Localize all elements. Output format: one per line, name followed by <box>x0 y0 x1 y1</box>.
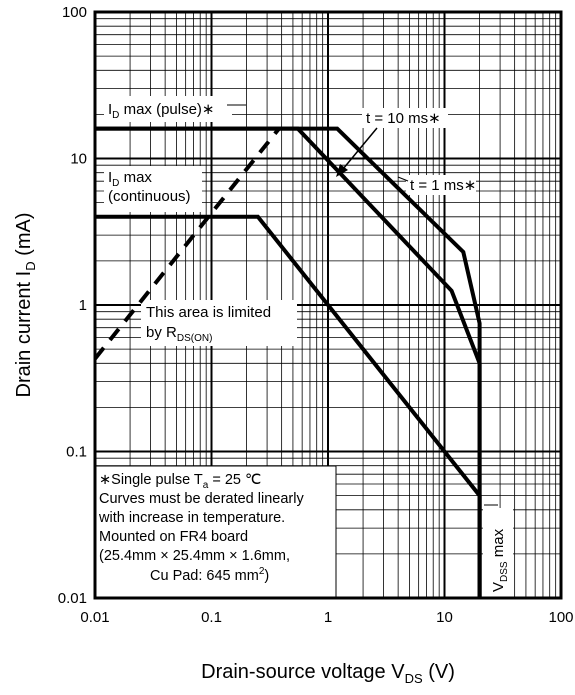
series-group <box>93 126 482 598</box>
label-bg-continuous <box>104 166 202 212</box>
x-tick-label: 1 <box>324 609 332 626</box>
y-tick-label: 0.01 <box>58 590 87 607</box>
plot-frame <box>93 10 563 600</box>
rds-label-line2: by RDS(ON) <box>146 324 212 344</box>
note-line5: (25.4mm × 25.4mm × 1.6mm, <box>99 548 290 564</box>
note-line3: with increase in temperature. <box>98 510 285 526</box>
t10-label: t = 10 ms∗ <box>366 110 441 127</box>
series-r-ds-on-limit <box>93 127 281 360</box>
t10-arrow-head <box>336 164 348 177</box>
tick-labels: 0.01 0.1 1 10 100 0.01 0.1 1 10 100 <box>58 4 574 626</box>
continuous-label-line2: (continuous) <box>108 188 191 205</box>
t1-label: t = 1 ms∗ <box>410 177 476 194</box>
note-line2: Curves must be derated linearly <box>99 491 304 507</box>
x-tick-label: 10 <box>436 609 453 626</box>
x-tick-label: 100 <box>548 609 573 626</box>
x-tick-label: 0.1 <box>201 609 222 626</box>
label-bg-pulse <box>104 96 232 122</box>
label-bg-t1 <box>406 175 476 195</box>
note-box <box>93 465 337 599</box>
x-tick-label: 0.01 <box>80 609 109 626</box>
y-axis-title: Drain current ID (mA) <box>13 213 38 398</box>
vdss-label: VDSS max <box>490 528 510 592</box>
note-line6: Cu Pad: 645 mm2) <box>150 566 269 584</box>
t1-leader-line <box>397 176 409 182</box>
note-line1: ∗Single pulse Ta = 25 ℃ <box>99 472 261 491</box>
t10-arrow-line <box>342 127 378 170</box>
label-bg-t10 <box>362 108 448 128</box>
pulse-label: ID max (pulse)∗ <box>108 101 215 121</box>
label-bg-vdss <box>483 508 513 598</box>
y-tick-label: 100 <box>62 4 87 21</box>
y-tick-label: 1 <box>79 297 87 314</box>
continuous-label: ID max <box>108 169 152 189</box>
rds-label-line1: This area is limited <box>146 304 271 321</box>
y-tick-label: 10 <box>70 151 87 168</box>
series-t-1-ms <box>95 126 482 598</box>
x-axis-title: Drain-source voltage VDS (V) <box>201 661 455 686</box>
y-tick-label: 0.1 <box>66 444 87 461</box>
note-line4: Mounted on FR4 board <box>99 529 248 545</box>
label-bg-rds <box>141 300 297 346</box>
